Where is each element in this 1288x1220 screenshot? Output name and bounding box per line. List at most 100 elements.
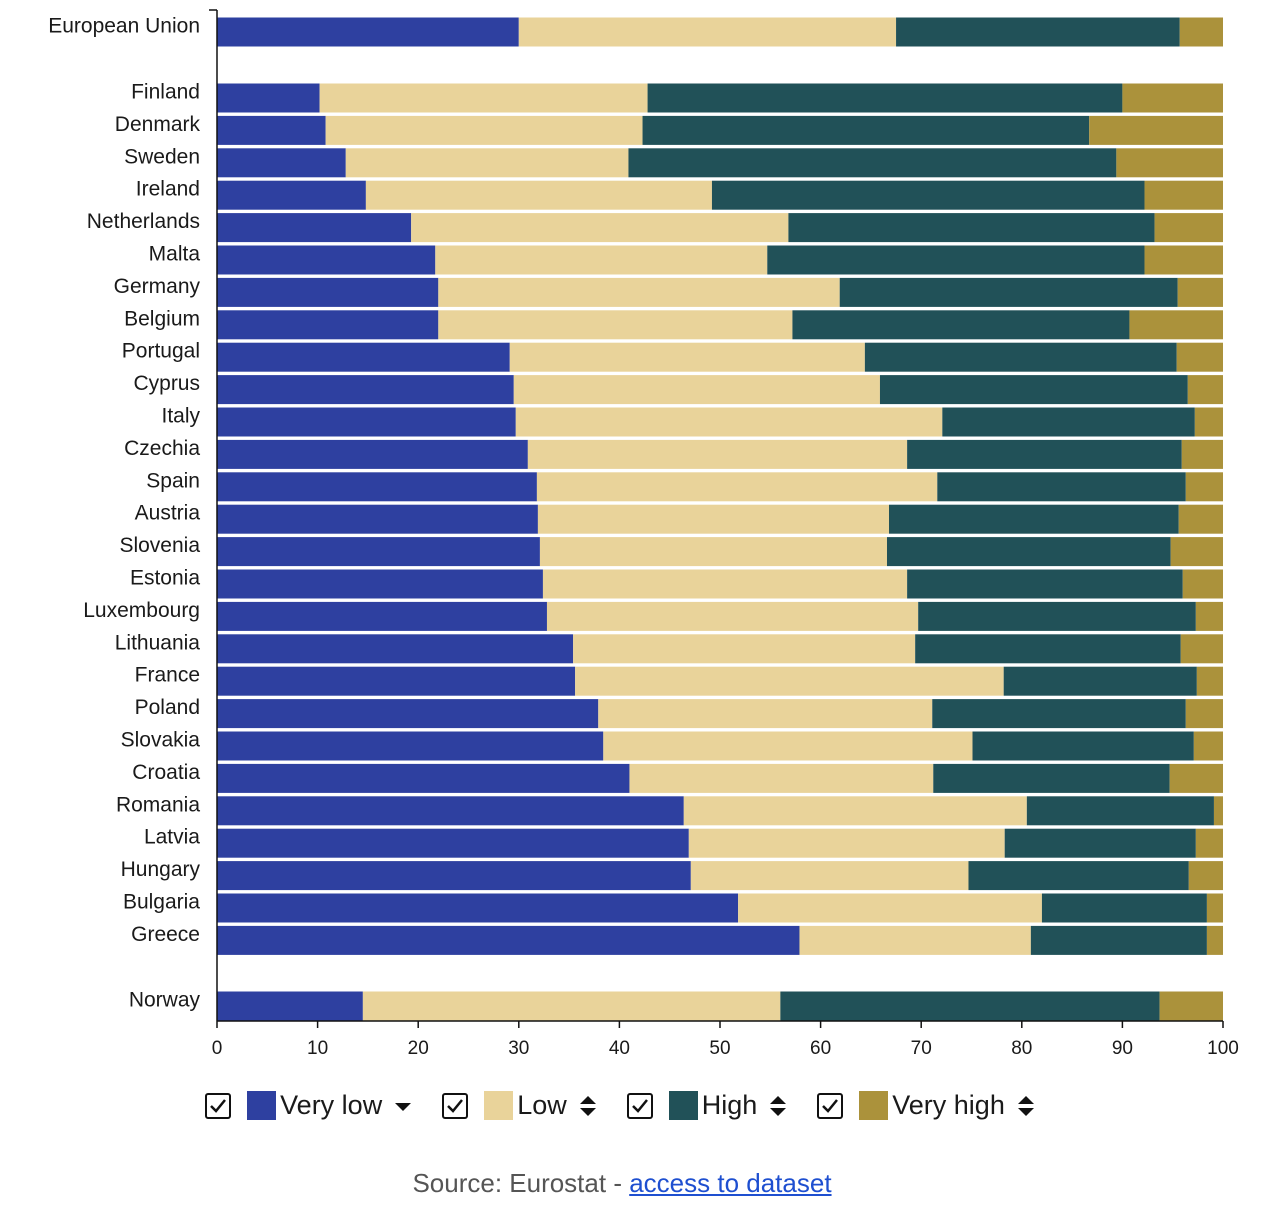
bar-greece-very-high[interactable] [1206,925,1223,955]
bar-malta-high[interactable] [767,245,1145,275]
bar-czechia-very-high[interactable] [1181,439,1223,469]
bar-portugal-high[interactable] [864,342,1177,372]
bar-poland-high[interactable] [932,699,1186,729]
bar-romania-very-low[interactable] [217,796,684,826]
bar-netherlands-high[interactable] [788,213,1155,243]
bar-hungary-very-high[interactable] [1188,861,1223,891]
bar-greece-very-low[interactable] [217,925,800,955]
bar-norway-very-high[interactable] [1159,991,1223,1021]
bar-estonia-high[interactable] [907,569,1183,599]
bar-greece-low[interactable] [799,925,1031,955]
bar-slovakia-low[interactable] [603,731,973,761]
bar-italy-very-high[interactable] [1194,407,1223,437]
bar-estonia-low[interactable] [542,569,908,599]
bar-hungary-very-low[interactable] [217,861,691,891]
bar-poland-low[interactable] [598,699,933,729]
dataset-link[interactable]: access to dataset [629,1168,832,1198]
bar-ireland-very-low[interactable] [217,180,366,210]
checkbox-high[interactable] [626,1092,653,1119]
bar-poland-very-low[interactable] [217,699,599,729]
bar-austria-high[interactable] [889,504,1179,534]
bar-croatia-low[interactable] [629,763,934,793]
bar-spain-very-low[interactable] [217,472,537,502]
bar-czechia-very-low[interactable] [217,439,528,469]
bar-hungary-high[interactable] [968,861,1189,891]
bar-bulgaria-very-high[interactable] [1206,893,1223,923]
bar-malta-very-high[interactable] [1144,245,1223,275]
bar-sweden-very-low[interactable] [217,148,346,178]
bar-denmark-high[interactable] [642,115,1090,145]
bar-lithuania-high[interactable] [915,634,1181,664]
bar-denmark-low[interactable] [325,115,643,145]
bar-belgium-low[interactable] [438,310,793,340]
bar-greece-high[interactable] [1030,925,1207,955]
sort-desc-icon[interactable] [394,1100,412,1112]
bar-finland-very-low[interactable] [217,83,320,113]
bar-germany-very-high[interactable] [1177,277,1223,307]
bar-netherlands-very-high[interactable] [1154,213,1223,243]
sort-both-icon[interactable] [1017,1094,1035,1118]
bar-latvia-very-high[interactable] [1195,828,1223,858]
bar-romania-high[interactable] [1026,796,1214,826]
bar-slovakia-high[interactable] [972,731,1194,761]
bar-luxembourg-very-low[interactable] [217,601,547,631]
bar-romania-low[interactable] [683,796,1027,826]
bar-czechia-high[interactable] [907,439,1182,469]
bar-luxembourg-very-high[interactable] [1195,601,1223,631]
bar-croatia-very-high[interactable] [1169,763,1223,793]
legend-item-high[interactable]: High [626,1090,788,1121]
bar-france-very-low[interactable] [217,666,576,696]
bar-finland-very-high[interactable] [1122,83,1223,113]
legend-item-very-high[interactable]: Very high [817,1090,1035,1121]
bar-slovenia-very-low[interactable] [217,537,540,567]
bar-slovenia-high[interactable] [886,537,1171,567]
bar-portugal-very-low[interactable] [217,342,510,372]
bar-latvia-high[interactable] [1004,828,1196,858]
bar-austria-very-high[interactable] [1178,504,1223,534]
bar-estonia-very-low[interactable] [217,569,543,599]
bar-italy-very-low[interactable] [217,407,516,437]
bar-ireland-high[interactable] [711,180,1145,210]
bar-sweden-very-high[interactable] [1116,148,1223,178]
bar-bulgaria-high[interactable] [1041,893,1207,923]
bar-netherlands-very-low[interactable] [217,213,412,243]
bar-european-union-very-low[interactable] [217,17,519,47]
bar-finland-low[interactable] [319,83,648,113]
bar-slovakia-very-high[interactable] [1193,731,1223,761]
bar-european-union-high[interactable] [896,17,1180,47]
bar-norway-very-low[interactable] [217,991,363,1021]
bar-malta-very-low[interactable] [217,245,436,275]
bar-germany-very-low[interactable] [217,277,439,307]
bar-cyprus-very-high[interactable] [1187,375,1223,405]
bar-austria-low[interactable] [537,504,890,534]
bar-netherlands-low[interactable] [411,213,789,243]
bar-portugal-very-high[interactable] [1176,342,1223,372]
bar-ireland-very-high[interactable] [1144,180,1223,210]
bar-cyprus-high[interactable] [879,375,1188,405]
sort-both-icon[interactable] [769,1094,787,1118]
bar-cyprus-very-low[interactable] [217,375,514,405]
bar-norway-low[interactable] [362,991,781,1021]
bar-germany-low[interactable] [438,277,840,307]
legend-item-very-low[interactable]: Very low [205,1090,412,1121]
bar-sweden-high[interactable] [628,148,1117,178]
bar-slovenia-low[interactable] [539,537,887,567]
bar-belgium-very-high[interactable] [1129,310,1223,340]
bar-sweden-low[interactable] [345,148,629,178]
bar-luxembourg-high[interactable] [918,601,1196,631]
checkbox-low[interactable] [442,1092,469,1119]
bar-belgium-high[interactable] [792,310,1130,340]
legend-item-low[interactable]: Low [442,1090,597,1121]
bar-spain-high[interactable] [937,472,1186,502]
bar-portugal-low[interactable] [509,342,865,372]
bar-denmark-very-high[interactable] [1089,115,1223,145]
bar-italy-low[interactable] [515,407,943,437]
bar-spain-low[interactable] [536,472,938,502]
bar-cyprus-low[interactable] [513,375,880,405]
bar-denmark-very-low[interactable] [217,115,326,145]
bar-croatia-high[interactable] [933,763,1170,793]
bar-luxembourg-low[interactable] [546,601,919,631]
bar-ireland-low[interactable] [365,180,712,210]
bar-romania-very-high[interactable] [1213,796,1223,826]
bar-france-low[interactable] [575,666,1004,696]
